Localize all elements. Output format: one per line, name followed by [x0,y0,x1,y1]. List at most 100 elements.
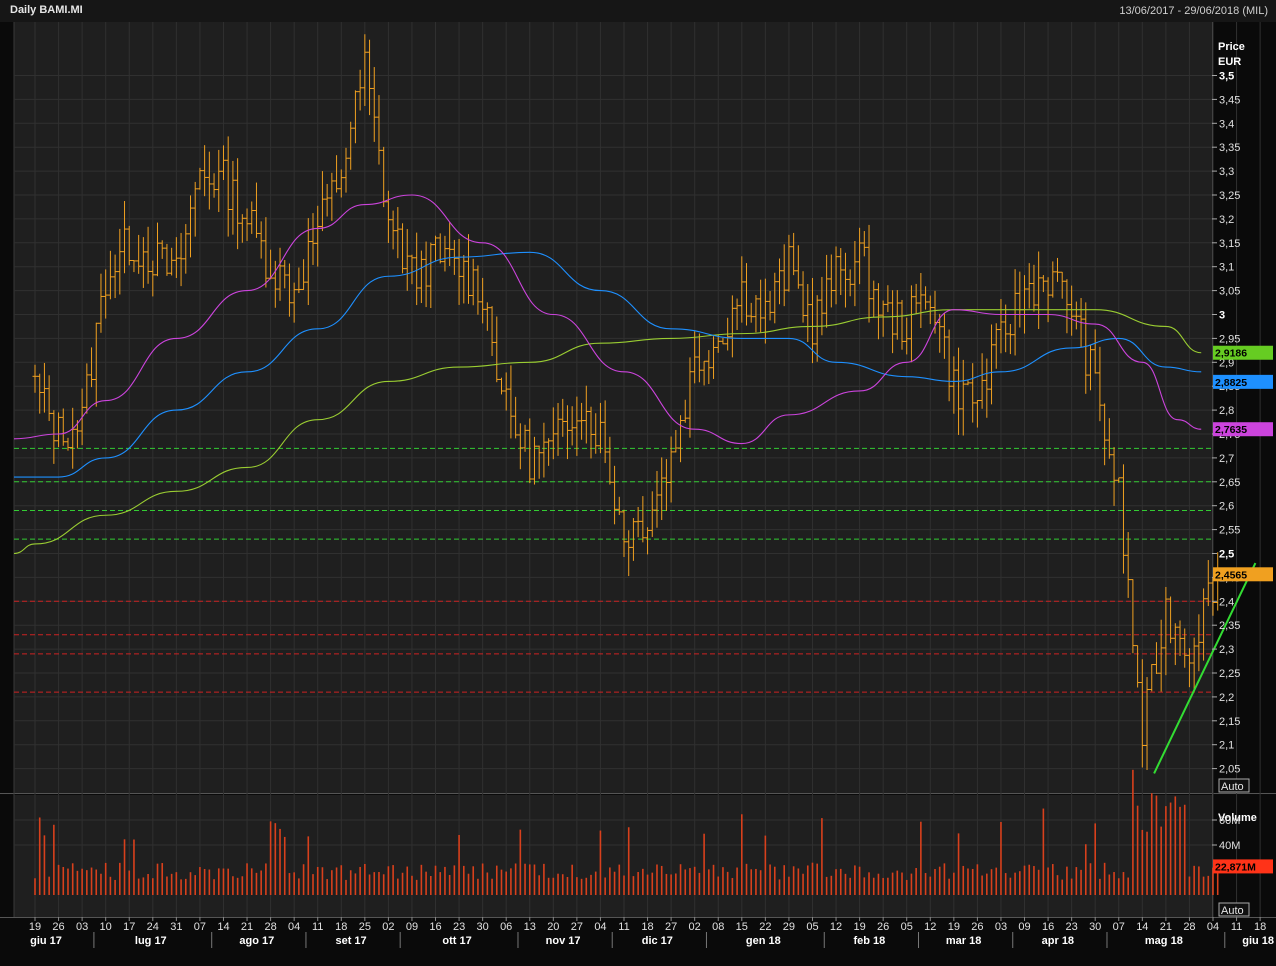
price-auto-button[interactable] [1218,778,1250,793]
month-label: gen 18 [746,935,781,947]
time-tick-label: 10 [100,921,112,933]
month-label: ott 17 [442,935,471,947]
time-tick-label: 18 [641,921,653,933]
time-tick-label: 02 [382,921,394,933]
time-tick-label: 26 [877,921,889,933]
price-tick-label: 3 [1219,310,1225,322]
price-tick-label: 3,35 [1219,142,1240,154]
month-label: nov 17 [546,935,581,947]
last-volume-badge-label: 22,871M [1215,861,1256,873]
time-tick-label: 21 [241,921,253,933]
time-tick-label: 04 [594,921,606,933]
chart-title: Daily BAMI.MI [10,4,83,16]
ma-blue-badge [1213,374,1273,389]
time-tick-label: 20 [547,921,559,933]
time-tick-label: 30 [1089,921,1101,933]
moving-average-line-3 [13,194,1202,445]
time-tick-label: 16 [429,921,441,933]
ma-green-badge [1213,345,1273,360]
time-tick-label: 30 [477,921,489,933]
price-tick-label: 3,1 [1219,262,1234,274]
moving-average-line-1 [13,309,1202,555]
time-tick-label: 22 [759,921,771,933]
time-tick-label: 25 [359,921,371,933]
time-tick-label: 15 [736,921,748,933]
price-tick-label: 2,4 [1219,596,1234,608]
time-tick-label: 16 [1042,921,1054,933]
time-tick-label: 13 [524,921,536,933]
price-axis[interactable]: Price EUR 3,5 3,45 3,4 3,35 3,3 3,25 3,2 3,15 3,… [1212,41,1250,793]
price-panel[interactable] [14,22,1212,793]
price-tick-label: 2,55 [1219,525,1240,537]
month-label: apr 18 [1042,935,1074,947]
month-label: giu 17 [30,935,62,947]
price-tick-label: 3,3 [1219,166,1234,178]
volume-tick-label: 60M [1219,815,1240,827]
stock-chart[interactable]: Price EUR 3,5 3,45 3,4 3,35 3,3 3,25 3,2 3,15 3,… [0,22,1276,966]
time-axis[interactable]: 19 26 03 10 17 24 31 07 14 21 28 04 11 18 25 02 09 16 23 30… [29,917,1276,948]
price-tick-label: 2,7 [1219,453,1234,465]
month-label: lug 17 [135,935,167,947]
price-tick-label: 2,6 [1219,501,1234,513]
price-bars [32,34,1221,770]
price-tick-label: 2,25 [1219,668,1240,680]
volume-axis[interactable]: Volume 60M 40M Auto [1212,812,1257,917]
time-tick-label: 19 [948,921,960,933]
time-tick-label: 03 [76,921,88,933]
price-tick-label: 2,1 [1219,740,1234,752]
uptrend-line [1153,562,1257,774]
time-tick-label: 27 [571,921,583,933]
time-tick-label: 14 [1136,921,1148,933]
time-tick-label: 19 [29,921,41,933]
time-tick-label: 17 [123,921,135,933]
price-tick-label: 2,95 [1219,333,1240,345]
price-tick-label: 2,35 [1219,620,1240,632]
time-tick-label: 29 [783,921,795,933]
price-tick-label: 2,9 [1219,357,1234,369]
price-tick-label: 2,15 [1219,716,1240,728]
time-tick-label: 11 [1231,921,1242,933]
price-axis-label: Price [1218,41,1245,53]
time-tick-label: 28 [264,921,276,933]
price-tick-label: 3,5 [1219,71,1234,83]
volume-bars [34,769,1219,895]
price-tick-label: 3,15 [1219,238,1240,250]
time-tick-label: 05 [901,921,913,933]
last-price-badge [1213,567,1273,582]
price-tick-label: 2,2 [1219,692,1234,704]
ma-blue-badge-label: 2,8825 [1215,377,1247,389]
last-price-badge-label: 2,4565 [1215,569,1247,581]
volume-tick-label: 40M [1219,840,1240,852]
time-tick-label: 19 [853,921,865,933]
time-tick-label: 11 [312,921,323,933]
time-tick-label: 09 [1018,921,1030,933]
time-tick-label: 27 [665,921,677,933]
time-tick-label: 26 [52,921,64,933]
time-tick-label: 04 [288,921,300,933]
price-auto-label: Auto [1221,781,1244,793]
time-tick-label: 31 [170,921,182,933]
price-tick-label: 2,8 [1219,405,1234,417]
currency-label: EUR [1218,56,1241,68]
time-tick-label: 26 [971,921,983,933]
time-tick-label: 12 [830,921,842,933]
volume-auto-label: Auto [1221,905,1244,917]
time-tick-label: 23 [1066,921,1078,933]
time-tick-label: 05 [806,921,818,933]
price-tick-label: 2,05 [1219,764,1240,776]
month-label: ago 17 [239,935,274,947]
trendline [1153,562,1257,774]
price-tick-label: 3,25 [1219,190,1240,202]
time-tick-label: 09 [406,921,418,933]
chart-title-bar: Daily BAMI.MI 13/06/2017 - 29/06/2018 (M… [0,0,1276,23]
price-tick-label: 3,45 [1219,94,1240,106]
time-tick-label: 04 [1207,921,1219,933]
volume-auto-button[interactable] [1218,902,1250,917]
volume-panel[interactable] [14,795,1212,917]
month-label: giu 18 [1242,935,1274,947]
month-label: mag 18 [1145,935,1183,947]
time-tick-label: 08 [712,921,724,933]
month-label: dic 17 [642,935,673,947]
grid [14,22,1261,917]
month-label: set 17 [335,935,366,947]
